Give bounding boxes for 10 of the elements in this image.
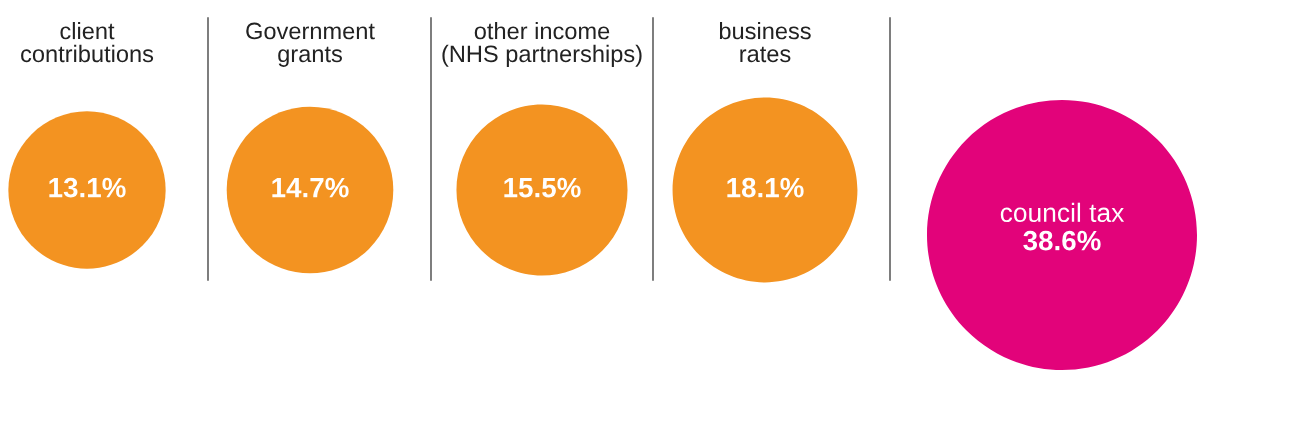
- data-label: 14.7%: [272, 177, 349, 198]
- category-label: council tax: [1000, 202, 1125, 223]
- data-label: 38.6%: [1023, 230, 1101, 251]
- data-label: 15.5%: [504, 177, 581, 198]
- category-label: business rates: [719, 22, 811, 63]
- data-label: 13.1%: [49, 177, 126, 198]
- category-label: other income (NHS partnerships): [442, 22, 642, 67]
- category-label: Government grants: [246, 22, 375, 67]
- category-label: client contributions: [21, 22, 154, 63]
- data-label: 18.1%: [727, 177, 804, 198]
